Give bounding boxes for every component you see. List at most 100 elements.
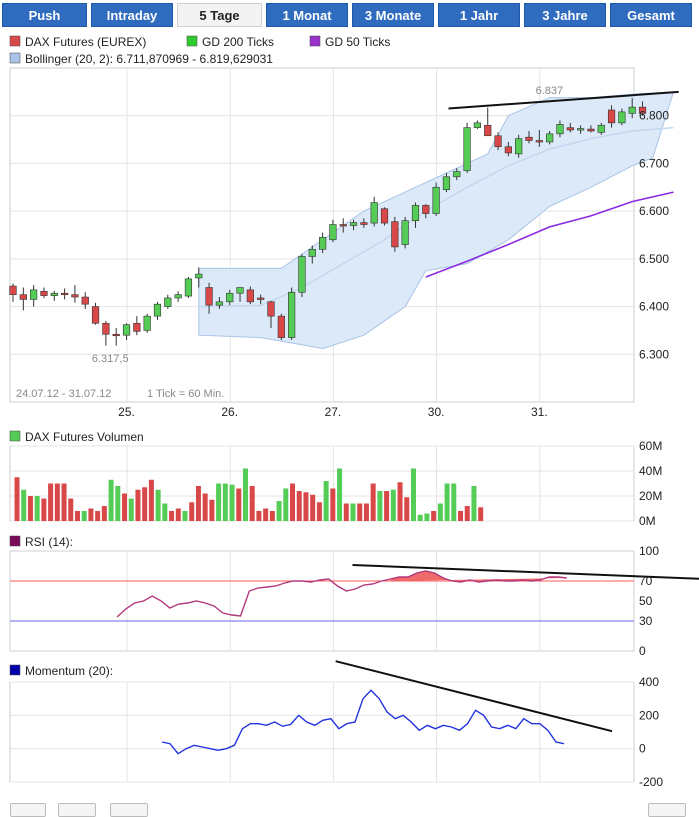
volume-bar <box>74 511 80 521</box>
volume-panel-frame <box>9 445 635 522</box>
candle-body <box>494 135 502 148</box>
candle-body <box>380 208 389 224</box>
bottom-control-3[interactable] <box>110 803 148 817</box>
price-trendline <box>448 90 679 110</box>
volume-bar <box>390 489 396 521</box>
candle-body <box>91 306 100 324</box>
volume-bar <box>357 503 363 521</box>
volume-bar <box>404 497 410 521</box>
legend-swatch-gd200 <box>186 35 198 47</box>
legend-swatch-dax <box>9 35 21 47</box>
candle-body <box>556 124 564 135</box>
volume-bar <box>337 468 343 521</box>
candle-body <box>607 109 616 124</box>
candle-body <box>566 127 574 131</box>
volume-bar <box>276 501 282 521</box>
volume-bar <box>363 503 369 521</box>
bottom-control-2[interactable] <box>58 803 96 817</box>
candle-body <box>133 322 141 332</box>
volume-bar <box>464 506 470 521</box>
candle-body <box>195 273 203 279</box>
volume-bar <box>303 492 309 521</box>
candle-body <box>411 205 420 221</box>
volume-bar <box>310 494 316 521</box>
volume-bar <box>81 511 87 521</box>
volume-bar <box>48 483 54 521</box>
volume-bar <box>95 511 101 521</box>
legend-swatch-bollinger <box>9 52 21 64</box>
volume-bar <box>148 479 154 521</box>
annotation-low: 6.317,5 <box>92 353 129 365</box>
volume-y-tick: 0M <box>639 514 656 528</box>
volume-bar <box>458 511 464 521</box>
tick-note: 1 Tick = 60 Min. <box>147 388 224 400</box>
candle-body <box>463 127 471 171</box>
volume-bar <box>431 511 437 521</box>
candle-body <box>535 140 543 143</box>
tab-5-tage[interactable]: 5 Tage <box>177 3 262 27</box>
volume-bar <box>155 489 161 521</box>
tab-3-jahre[interactable]: 3 Jahre <box>524 3 606 27</box>
candle-body <box>205 287 213 306</box>
tab-3-monate[interactable]: 3 Monate <box>352 3 434 27</box>
bottom-control-1[interactable] <box>10 803 46 817</box>
volume-bar <box>451 483 457 521</box>
candle-body <box>618 111 626 124</box>
candle-body <box>215 301 224 306</box>
price-x-tick: 26. <box>221 405 238 419</box>
volume-bar <box>182 511 188 521</box>
candle-body <box>143 315 151 331</box>
volume-bar <box>330 488 336 521</box>
volume-bar <box>444 483 450 521</box>
tab-gesamt[interactable]: Gesamt <box>610 3 692 27</box>
candle-body <box>442 176 451 190</box>
legend-gd200: GD 200 Ticks <box>202 35 274 49</box>
momentum-y-tick: 0 <box>639 742 646 756</box>
annotation-high: 6.837 <box>536 85 564 97</box>
volume-bar <box>101 506 107 521</box>
price-y-tick: 6.800 <box>639 109 669 123</box>
volume-y-tick: 20M <box>639 489 662 503</box>
legend-gd50: GD 50 Ticks <box>325 35 390 49</box>
tab-intraday[interactable]: Intraday <box>91 3 173 27</box>
candle-body <box>628 106 636 114</box>
candle-body <box>9 285 17 295</box>
gd50-line <box>425 191 674 278</box>
volume-bar <box>195 486 201 521</box>
volume-bar <box>424 513 430 521</box>
price-x-tick: 25. <box>118 405 135 419</box>
volume-bar <box>61 483 67 521</box>
volume-bar <box>323 481 329 521</box>
volume-bar <box>269 511 275 521</box>
volume-bar <box>27 496 33 521</box>
volume-bar <box>142 487 148 521</box>
candle-body <box>226 292 234 303</box>
candle-body <box>329 224 337 241</box>
rsi-y-tick: 50 <box>639 594 653 608</box>
tab-push[interactable]: Push <box>2 3 87 27</box>
candle-body <box>587 128 595 132</box>
volume-bar <box>115 486 121 521</box>
volume-bar <box>263 508 269 521</box>
momentum-y-tick: -200 <box>639 775 663 789</box>
timeframe-tabs: Push Intraday 5 Tage 1 Monat 3 Monate 1 … <box>2 3 694 27</box>
candle-body <box>473 122 482 128</box>
momentum-trendline <box>335 660 613 733</box>
tab-1-monat[interactable]: 1 Monat <box>266 3 348 27</box>
candle-body <box>277 315 285 338</box>
volume-bar <box>370 483 376 521</box>
volume-bar <box>478 507 484 521</box>
price-y-tick: 6.700 <box>639 156 669 170</box>
price-y-tick: 6.500 <box>639 252 669 266</box>
candle-body <box>30 289 38 300</box>
tab-1-jahr[interactable]: 1 Jahr <box>438 3 520 27</box>
candle-body <box>267 301 275 317</box>
price-y-tick: 6.600 <box>639 204 669 218</box>
candle-body <box>339 224 347 227</box>
candle-body <box>484 124 492 137</box>
volume-title: DAX Futures Volumen <box>25 430 144 444</box>
volume-bar <box>471 486 477 521</box>
bottom-control-4[interactable] <box>648 803 686 817</box>
candle-body <box>422 205 430 214</box>
candle-body <box>391 221 399 248</box>
